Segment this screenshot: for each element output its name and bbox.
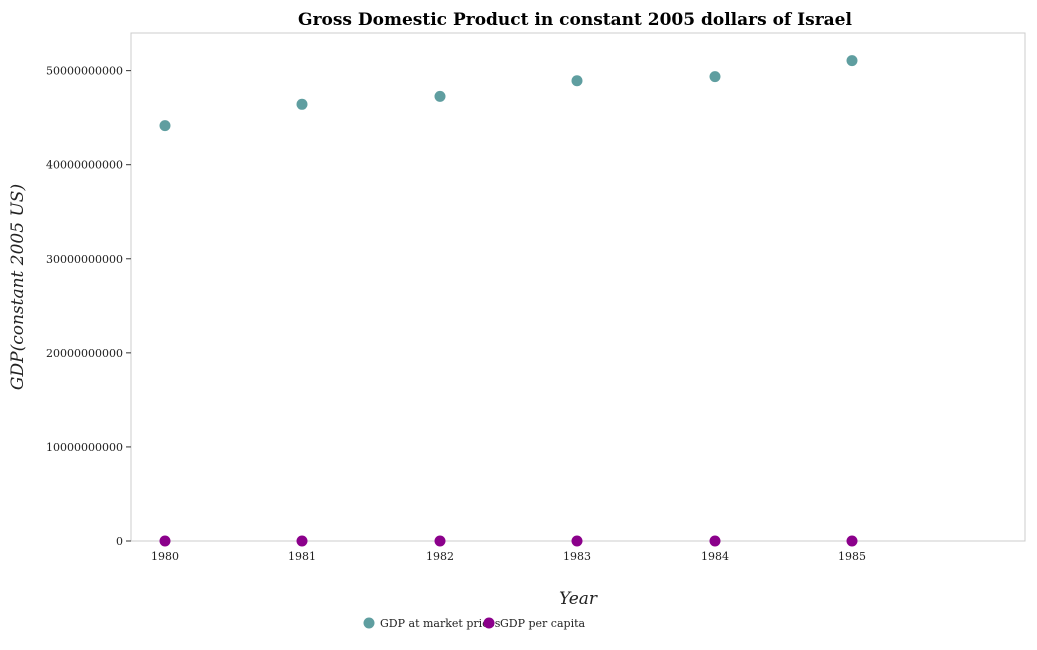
point-gdp-market-prices-1981 xyxy=(296,98,308,110)
point-gdp-per-capita-1980 xyxy=(159,535,171,547)
point-gdp-per-capita-1984 xyxy=(709,535,721,547)
legend-marker-gdp-market-prices xyxy=(363,617,375,629)
x-tick-label: 1985 xyxy=(838,550,866,563)
data-points xyxy=(159,55,858,547)
legend-marker-gdp-per-capita xyxy=(483,617,495,629)
y-tick-label: 30000000000 xyxy=(46,253,123,266)
point-gdp-per-capita-1981 xyxy=(296,535,308,547)
y-tick-label: 50000000000 xyxy=(46,65,123,78)
x-tick-label: 1983 xyxy=(563,550,591,563)
point-gdp-per-capita-1983 xyxy=(571,535,583,547)
chart-title: Gross Domestic Product in constant 2005 … xyxy=(298,10,852,30)
point-gdp-market-prices-1983 xyxy=(571,75,583,87)
x-tick-label: 1984 xyxy=(701,550,729,563)
point-gdp-market-prices-1984 xyxy=(709,71,721,83)
x-tick-label: 1982 xyxy=(426,550,454,563)
y-tick-label: 0 xyxy=(116,535,123,548)
point-gdp-per-capita-1982 xyxy=(434,535,446,547)
point-gdp-per-capita-1985 xyxy=(846,535,858,547)
x-tick-label: 1981 xyxy=(288,550,316,563)
point-gdp-market-prices-1980 xyxy=(159,120,171,132)
plot-area xyxy=(130,32,1026,542)
y-tick-label: 20000000000 xyxy=(46,347,123,360)
y-tick-label: 10000000000 xyxy=(46,441,123,454)
y-tick-label: 40000000000 xyxy=(46,159,123,172)
legend-label-gdp-per-capita: GDP per capita xyxy=(500,617,586,630)
legend-label-gdp-market-prices: GDP at market prices xyxy=(380,617,501,630)
x-tick-label: 1980 xyxy=(151,550,179,563)
y-axis-label: GDP(constant 2005 US) xyxy=(8,184,28,390)
point-gdp-market-prices-1982 xyxy=(434,90,446,102)
x-axis-label: Year xyxy=(559,589,598,609)
legend: GDP at market prices GDP per capita xyxy=(363,617,586,630)
y-axis-ticks: 0 10000000000 20000000000 30000000000 400000… xyxy=(46,65,131,548)
point-gdp-market-prices-1985 xyxy=(846,55,858,67)
x-axis-ticks: 1980 1981 1982 1983 1984 1985 xyxy=(151,541,866,563)
